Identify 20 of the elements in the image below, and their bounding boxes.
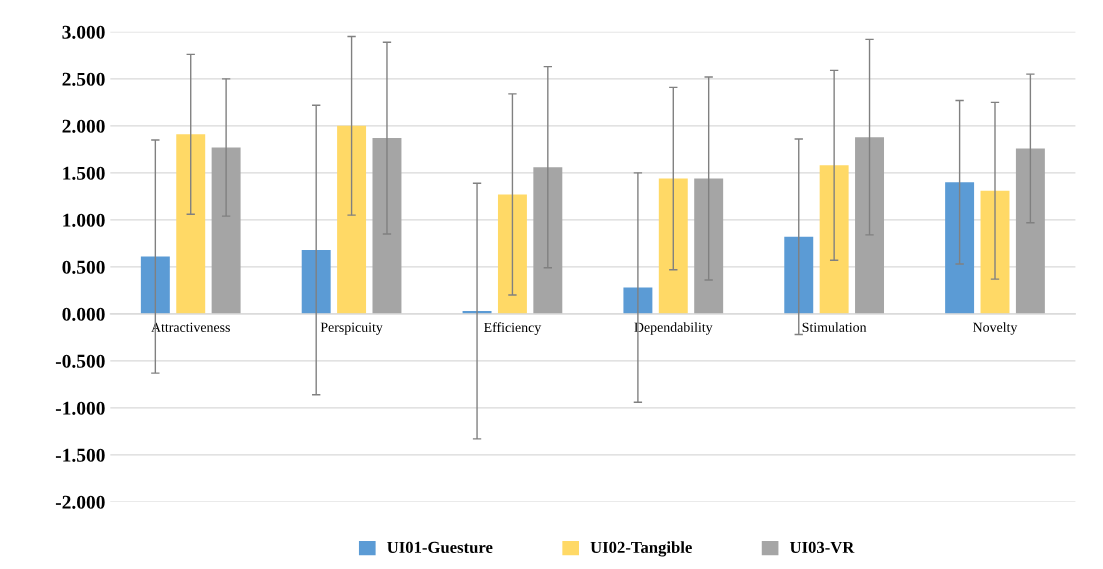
legend-label: UI03-VR <box>789 541 855 554</box>
y-tick-label: 1.500 <box>63 166 105 180</box>
y-tick-label: -2.000 <box>55 495 105 509</box>
y-tick-label: 0.000 <box>62 307 105 321</box>
x-tick-label: Stimulation <box>802 322 867 332</box>
y-tick-label: -1.000 <box>55 401 105 415</box>
y-tick-label: -0.500 <box>55 354 105 368</box>
y-tick-label: 2.000 <box>62 119 105 133</box>
legend-label: UI02-Tangible <box>590 541 692 557</box>
legend-label: UI01-Guesture <box>387 541 493 554</box>
x-tick-label: Novelty <box>973 322 1018 335</box>
y-tick-label: -1.500 <box>55 448 105 462</box>
y-tick-label: 3.000 <box>62 25 105 39</box>
y-tick-label: 0.500 <box>62 260 105 274</box>
x-tick-label: Perspicuity <box>320 322 383 335</box>
y-tick-label: 1.000 <box>63 213 105 227</box>
x-tick-label: Dependability <box>634 322 713 335</box>
x-tick-label: Attractiveness <box>151 322 230 332</box>
y-tick-label: 2.500 <box>62 72 105 86</box>
x-tick-label: Efficiency <box>484 322 542 335</box>
